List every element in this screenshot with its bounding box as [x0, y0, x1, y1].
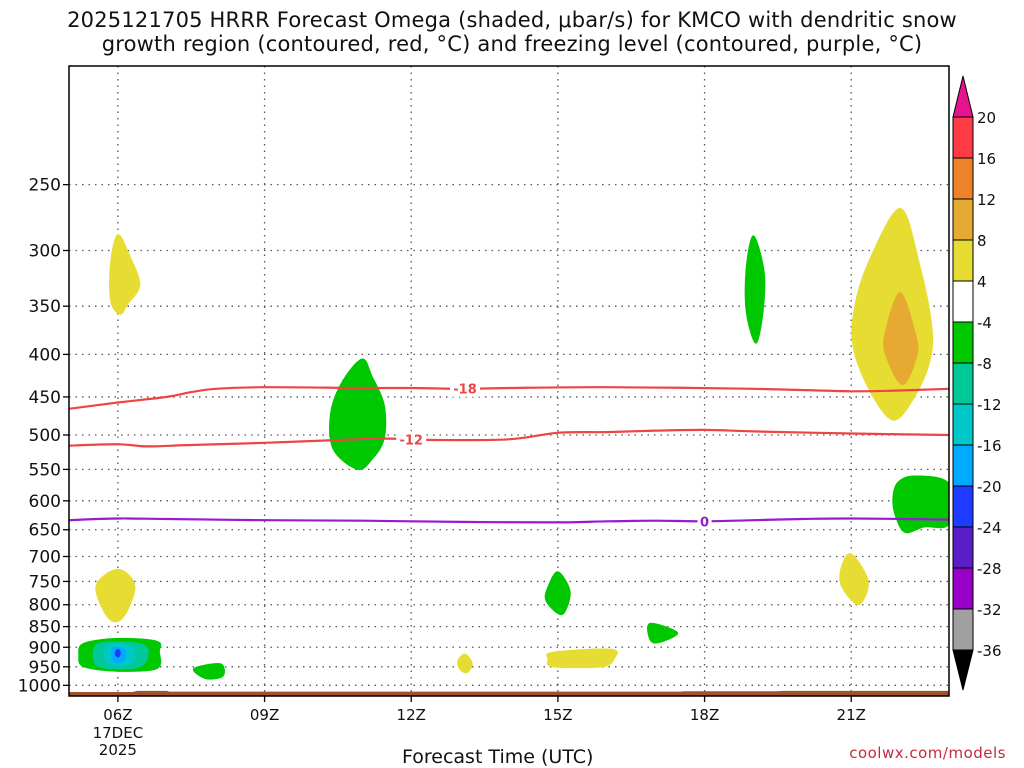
colorbar-swatch-1: [952, 116, 974, 159]
omega-region-neg4-e: [647, 622, 679, 644]
contour-label-bg--18: [450, 380, 480, 397]
omega-region-neg4-d: [544, 571, 571, 616]
colorbar: 20 16 12 8 4 -4 -8 -12 -16 -20 -24 -28 -32 -36: [952, 75, 1002, 691]
colorbar-bottom-arrow: [952, 649, 974, 691]
y-axis-ticks: 2503003504004505005506006507007508008509…: [18, 176, 69, 696]
colorbar-label-5: 4: [977, 273, 987, 291]
terrain-fill: [69, 690, 949, 696]
contour-label-0: 0: [700, 515, 709, 530]
y-tick-label-900: 900: [29, 638, 61, 658]
y-tick-label-750: 750: [29, 572, 61, 592]
plot-background: [69, 66, 949, 696]
x-tick-label-06Z: 06Z: [103, 706, 132, 724]
terrain-ground: [69, 690, 949, 696]
y-tick-label-1000: 1000: [18, 676, 61, 696]
colorbar-swatch-3: [952, 198, 974, 241]
omega-shaded-regions: [78, 207, 949, 680]
colorbar-label-2: 16: [977, 150, 996, 168]
colorbar-label-3: 12: [977, 191, 996, 209]
y-tick-label-850: 850: [29, 618, 61, 638]
omega-region-neg4-a: [329, 358, 387, 471]
omega-region-neg4-g: [892, 475, 949, 534]
grid-lines: [69, 66, 949, 696]
colorbar-label-12: -28: [977, 560, 1002, 578]
contour-label-bg--12: [396, 431, 427, 448]
colorbar-swatch-8: [952, 403, 974, 446]
x-tick-label-15Z: 15Z: [543, 706, 572, 724]
y-tick-label-550: 550: [29, 460, 61, 480]
y-tick-label-300: 300: [29, 241, 61, 261]
colorbar-swatch-9: [952, 444, 974, 487]
y-tick-label-600: 600: [29, 492, 61, 512]
colorbar-label-14: -36: [977, 642, 1002, 660]
colorbar-label-7: -8: [977, 355, 992, 373]
credit-link[interactable]: coolwx.com/models: [849, 744, 1006, 762]
x-tick-label-18Z: 18Z: [690, 706, 719, 724]
omega-region-neg20: [114, 649, 121, 658]
omega-region-pos4-c: [457, 653, 473, 674]
colorbar-label-8: -12: [977, 396, 1002, 414]
omega-region-pos4-b: [95, 568, 136, 623]
x-axis-title: Forecast Time (UTC): [402, 746, 594, 768]
y-tick-label-450: 450: [29, 388, 61, 408]
contour-label--18: -18: [453, 383, 477, 398]
colorbar-label-9: -16: [977, 437, 1002, 455]
contour-label--12: -12: [399, 433, 423, 448]
x-tick-sublabel-1: 17DEC: [93, 724, 144, 742]
contour-line-0: [69, 517, 949, 524]
colorbar-label-10: -20: [977, 478, 1002, 496]
colorbar-swatch-13: [952, 608, 974, 651]
y-tick-label-950: 950: [29, 658, 61, 678]
colorbar-swatch-6: [952, 321, 974, 364]
x-tick-label-12Z: 12Z: [397, 706, 426, 724]
y-tick-label-650: 650: [29, 521, 61, 541]
omega-region-pos4-d: [546, 648, 618, 669]
x-tick-label-21Z: 21Z: [837, 706, 866, 724]
colorbar-swatch-11: [952, 526, 974, 569]
plot-frame: [68, 65, 950, 697]
y-tick-label-800: 800: [29, 596, 61, 616]
omega-region-pos4-f: [839, 553, 869, 606]
colorbar-swatch-4: [952, 239, 974, 282]
colorbar-swatch-2: [952, 157, 974, 200]
colorbar-top-arrow: [952, 75, 974, 118]
colorbar-label-11: -24: [977, 519, 1002, 537]
y-tick-label-700: 700: [29, 548, 61, 568]
title-line-1: 2025121705 HRRR Forecast Omega (shaded, …: [67, 8, 957, 32]
contour-label-bg-0: [697, 513, 712, 530]
y-tick-label-250: 250: [29, 176, 61, 196]
omega-region-neg4-f: [744, 235, 766, 344]
colorbar-label-13: -32: [977, 601, 1002, 619]
chart-title: 2025121705 HRRR Forecast Omega (shaded, …: [0, 8, 1024, 56]
y-tick-label-400: 400: [29, 345, 61, 365]
omega-region-neg4-c: [192, 663, 225, 680]
colorbar-swatch-12: [952, 567, 974, 610]
x-tick-sublabel-2: 2025: [99, 741, 137, 759]
contour-line--18: [69, 386, 949, 410]
omega-region-pos4-a: [109, 234, 141, 315]
y-tick-label-350: 350: [29, 297, 61, 317]
title-line-2: growth region (contoured, red, °C) and f…: [101, 32, 923, 56]
colorbar-label-1: 20: [977, 109, 996, 127]
colorbar-label-6: -4: [977, 314, 992, 332]
colorbar-swatch-5: [952, 280, 974, 323]
colorbar-label-4: 8: [977, 232, 987, 250]
colorbar-swatch-10: [952, 485, 974, 528]
contour-line--12: [69, 428, 949, 448]
temperature-contours: -18 -12 0: [69, 380, 949, 530]
omega-region-pos8: [883, 292, 919, 386]
colorbar-swatch-7: [952, 362, 974, 405]
x-tick-label-09Z: 09Z: [250, 706, 279, 724]
y-tick-label-500: 500: [29, 426, 61, 446]
